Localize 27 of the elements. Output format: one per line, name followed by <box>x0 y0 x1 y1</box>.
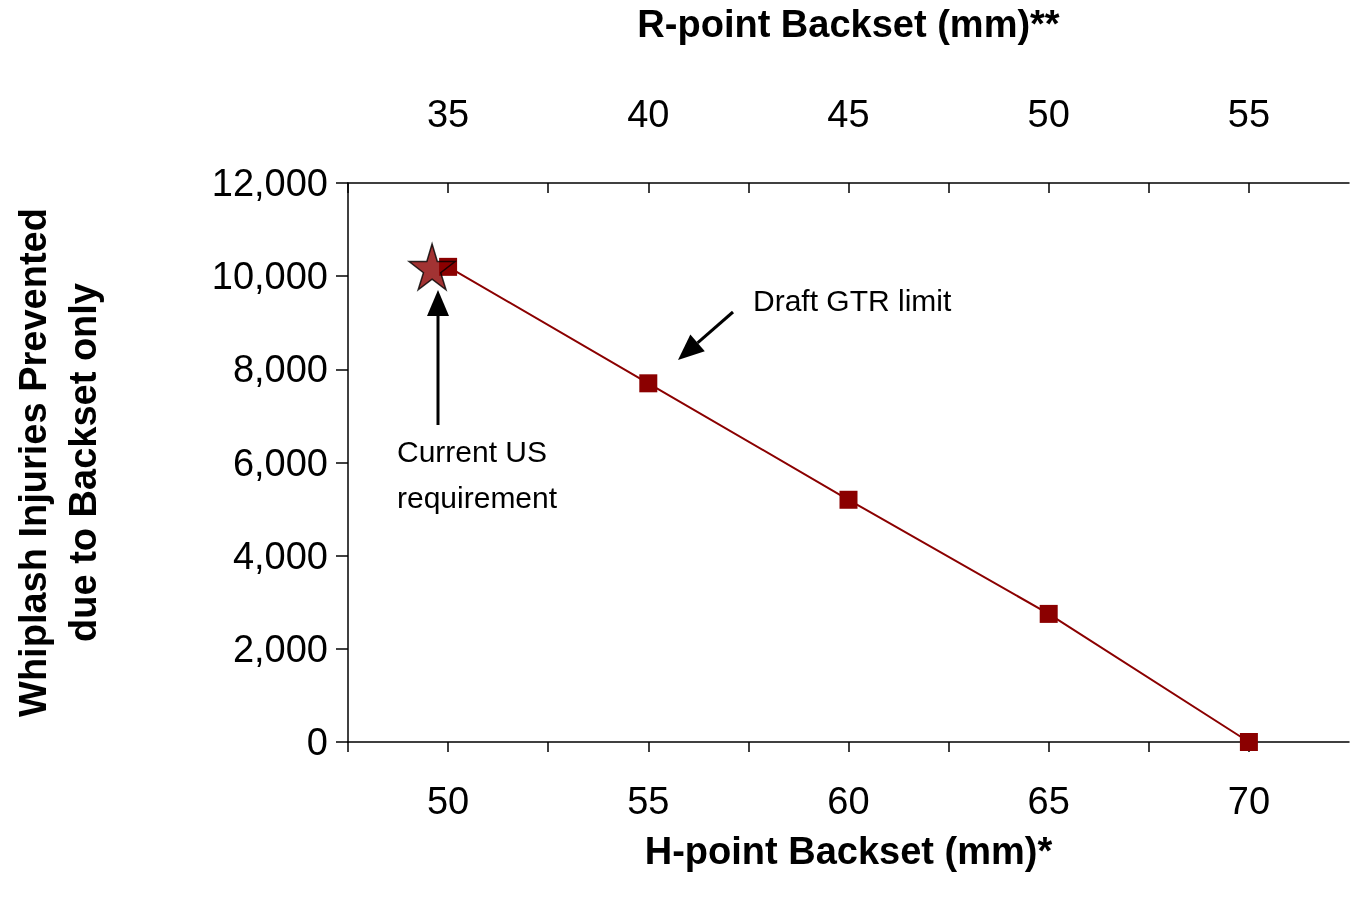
x2-tick-label: 55 <box>1227 93 1271 135</box>
y-tick-label: 10,000 <box>211 255 328 298</box>
annotation: Draft GTR limit <box>753 283 952 317</box>
y-tick-label: 6,000 <box>232 441 328 484</box>
y-tick-label: 0 <box>306 721 328 763</box>
x-tick-label: 70 <box>1227 780 1271 822</box>
x2-axis-title: R-point Backset (mm)** <box>637 3 1060 45</box>
y-tick-label: 2,000 <box>232 627 328 670</box>
y-tick-label: 12,000 <box>211 162 328 204</box>
x2-tick-label: 45 <box>827 93 870 135</box>
x2-tick-label: 35 <box>426 93 470 135</box>
y-axis-title: Whiplash Injuries Prevented due to Backset only <box>12 208 104 717</box>
x2-tick-label: 50 <box>1027 93 1070 135</box>
x-tick-label: 65 <box>1027 780 1070 822</box>
y-tick-label: 8,000 <box>232 348 328 391</box>
y-tick-label: 4,000 <box>232 534 328 577</box>
x-tick-label: 55 <box>627 780 670 822</box>
x-axis-title: H-point Backset (mm)* <box>644 830 1053 872</box>
point <box>408 243 456 291</box>
x2-tick-label: 40 <box>627 93 670 135</box>
point <box>1239 733 1258 751</box>
point <box>639 374 658 393</box>
annotation: Current US requirement <box>397 434 558 514</box>
point <box>839 490 858 509</box>
x-tick-label: 50 <box>426 780 470 822</box>
point <box>1039 604 1058 623</box>
x-tick-label: 60 <box>827 780 870 822</box>
